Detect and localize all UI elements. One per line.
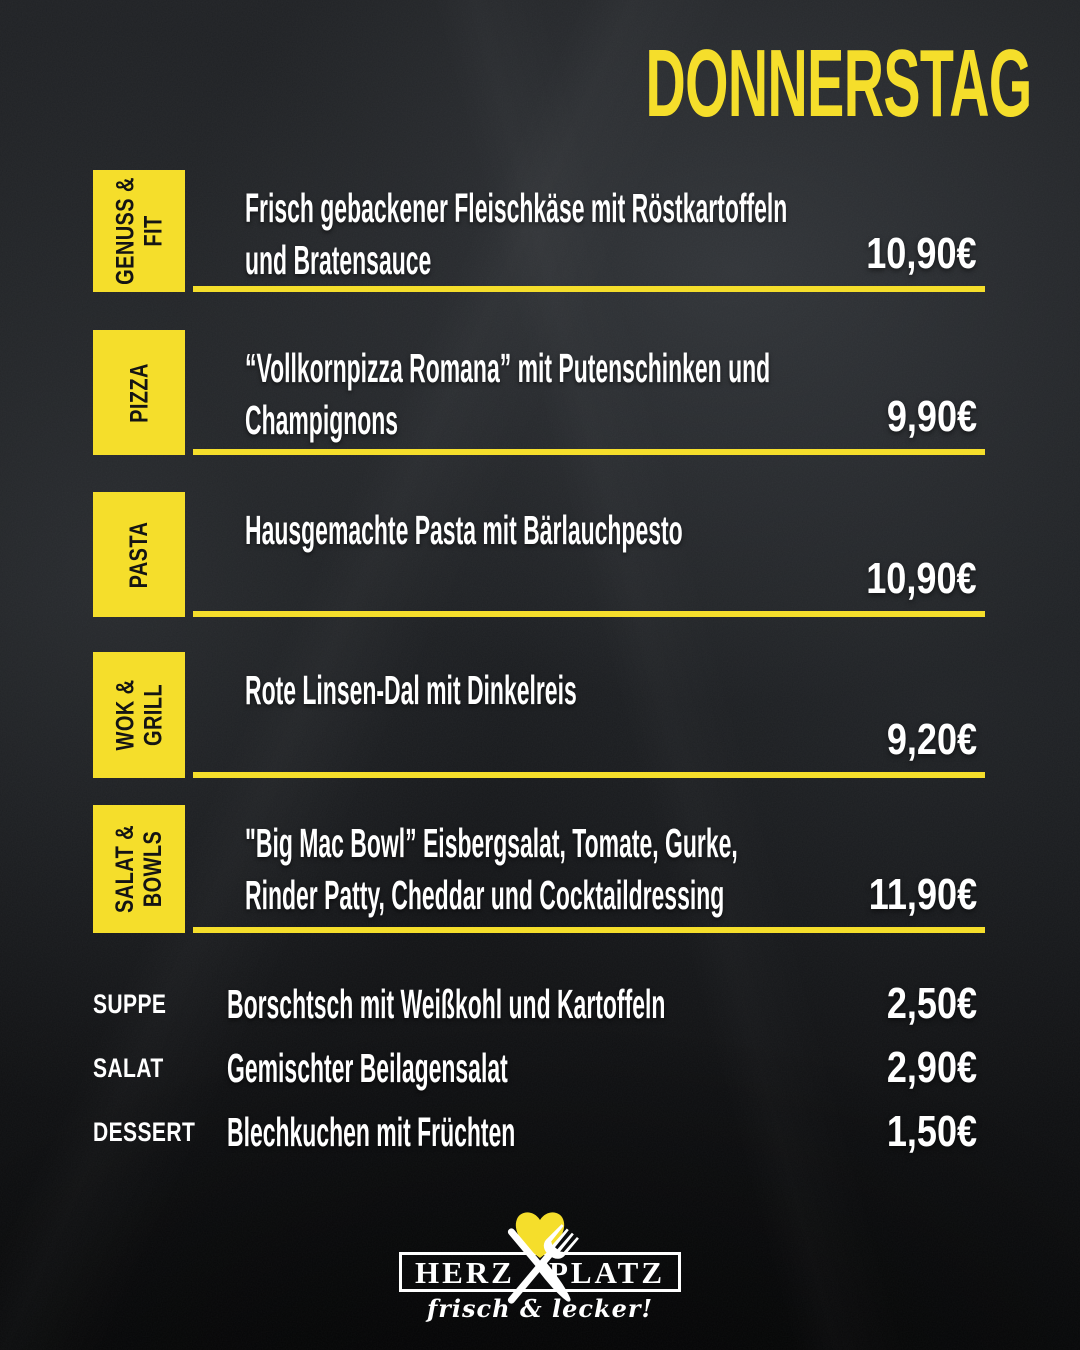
extra-category: DESSERT [93, 1116, 196, 1147]
category-line: GRILL [138, 684, 167, 747]
category-line: WOK & [110, 679, 139, 751]
category-label: GENUSS & FIT [93, 170, 185, 292]
dish-price: 9,90€ [886, 392, 977, 441]
extra-dish: Blechkuchen mit Früchten [227, 1108, 516, 1155]
category-label: SALAT & BOWLS [93, 805, 185, 933]
menu-section-genuss-fit: GENUSS & FIT Frisch gebackener Fleischkä… [93, 170, 985, 292]
menu-section-wok-grill: WOK & GRILL Rote Linsen-Dal mit Dinkelre… [93, 652, 985, 778]
page-title: DONNERSTAG [645, 30, 1033, 137]
extra-price: 2,50€ [886, 979, 977, 1028]
menu-section-pizza: PIZZA “Vollkornpizza Romana” mit Putensc… [93, 330, 985, 455]
dish-name: Hausgemachte Pasta mit Bärlauchpesto [245, 504, 683, 556]
brand-name-left: HERZ [415, 1254, 515, 1290]
brand-tagline: frisch & lecker! [426, 1294, 654, 1323]
extra-category: SUPPE [93, 988, 167, 1019]
brand-box: HERZ PLATZ [399, 1252, 681, 1292]
dish-line: Hausgemachte Pasta mit Bärlauchpesto [245, 507, 683, 553]
extra-dish: Gemischter Beilagensalat [227, 1044, 508, 1091]
category-label-text: WOK & GRILL [111, 680, 167, 751]
section-underline [193, 772, 985, 778]
section-underline [193, 286, 985, 292]
category-line: BOWLS [139, 830, 168, 908]
dish-line: “Vollkornpizza Romana” mit Putenschinken… [245, 345, 771, 391]
dish-price: 11,90€ [868, 870, 977, 919]
dish-name: "Big Mac Bowl” Eisbergsalat, Tomate, Gur… [245, 817, 738, 921]
menu-section-salat-bowls: SALAT & BOWLS "Big Mac Bowl” Eisbergsala… [93, 805, 985, 933]
brand-logo: HERZ PLATZ frisch & lecker! [396, 1198, 684, 1328]
dish-line: Rinder Patty, Cheddar und Cocktaildressi… [245, 872, 725, 918]
category-line: PIZZA [125, 362, 153, 423]
section-underline [193, 449, 985, 455]
category-line: PASTA [125, 521, 153, 588]
section-underline [193, 611, 985, 617]
category-label-text: SALAT & BOWLS [111, 825, 167, 913]
dish-line: "Big Mac Bowl” Eisbergsalat, Tomate, Gur… [245, 820, 738, 866]
category-line: SALAT & [111, 825, 140, 913]
section-underline [193, 927, 985, 933]
menu-section-pasta: PASTA Hausgemachte Pasta mit Bärlauchpes… [93, 492, 985, 617]
extra-category: SALAT [93, 1052, 164, 1083]
category-label-text: PASTA [125, 521, 153, 588]
category-line: FIT [139, 215, 167, 247]
category-label: PASTA [93, 492, 185, 617]
category-label-text: GENUSS & FIT [111, 177, 167, 285]
extra-row-salat: SALAT Gemischter Beilagensalat 2,90€ [93, 1036, 977, 1100]
extra-dish: Borschtsch mit Weißkohl und Kartoffeln [227, 980, 666, 1027]
extra-price: 1,50€ [886, 1107, 977, 1156]
category-label: WOK & GRILL [93, 652, 185, 778]
dish-name: Frisch gebackener Fleischkäse mit Röstka… [245, 182, 787, 286]
dish-price: 10,90€ [866, 229, 977, 278]
extras-list: SUPPE Borschtsch mit Weißkohl und Kartof… [93, 972, 977, 1164]
category-line: GENUSS & [111, 177, 139, 285]
dish-name: Rote Linsen-Dal mit Dinkelreis [245, 664, 577, 716]
dish-price: 9,20€ [886, 715, 977, 764]
dish-line: Rote Linsen-Dal mit Dinkelreis [245, 667, 577, 713]
brand-name-right: PLATZ [548, 1254, 665, 1290]
dish-line: Frisch gebackener Fleischkäse mit Röstka… [245, 185, 788, 231]
category-label: PIZZA [93, 330, 185, 455]
extra-row-dessert: DESSERT Blechkuchen mit Früchten 1,50€ [93, 1100, 977, 1164]
extra-row-suppe: SUPPE Borschtsch mit Weißkohl und Kartof… [93, 972, 977, 1036]
crossed-fork-knife-icon [507, 1224, 579, 1304]
extra-price: 2,90€ [886, 1043, 977, 1092]
dish-line: und Bratensauce [245, 237, 432, 283]
dish-price: 10,90€ [866, 554, 977, 603]
dish-name: “Vollkornpizza Romana” mit Putenschinken… [245, 342, 770, 446]
category-label-text: PIZZA [125, 363, 153, 423]
dish-line: Champignons [245, 397, 399, 443]
